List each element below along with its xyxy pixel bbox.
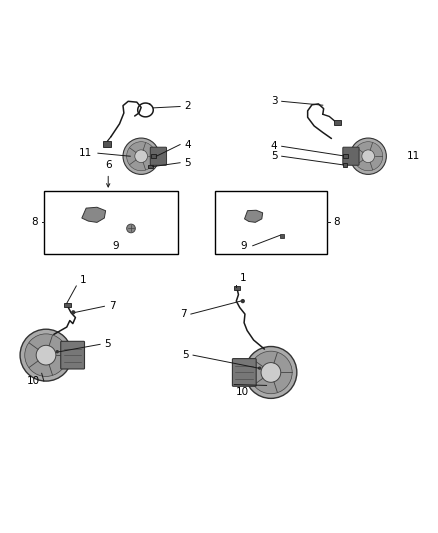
Text: 5: 5 [104,340,111,349]
Circle shape [25,334,67,376]
Circle shape [20,329,72,381]
Text: 9: 9 [240,241,247,251]
Text: 5: 5 [271,151,277,161]
Circle shape [127,142,155,171]
FancyBboxPatch shape [150,147,166,165]
FancyBboxPatch shape [61,341,85,369]
Bar [280,235,284,238]
Text: 7: 7 [180,309,187,319]
Text: 8: 8 [334,217,340,227]
Text: 11: 11 [407,151,420,161]
Circle shape [250,351,292,394]
Bar [343,163,347,167]
Bar [215,191,327,254]
Bar [103,141,111,147]
Circle shape [245,346,297,398]
Bar [44,191,178,254]
Circle shape [56,350,59,353]
Circle shape [350,138,386,174]
Polygon shape [244,210,263,222]
Circle shape [353,142,383,171]
Circle shape [127,224,135,233]
Bar [148,165,153,168]
Circle shape [36,345,56,365]
Text: 10: 10 [26,376,39,386]
Text: 1: 1 [240,273,247,284]
Bar [234,286,240,290]
FancyBboxPatch shape [343,147,359,165]
Circle shape [135,150,148,163]
Text: 6: 6 [105,160,112,170]
Polygon shape [82,207,106,222]
Bar [334,120,340,125]
Text: 5: 5 [182,350,189,360]
Text: 10: 10 [236,387,249,397]
Text: 8: 8 [32,217,38,227]
Text: 5: 5 [184,158,191,168]
Text: 4: 4 [184,140,191,150]
Circle shape [123,138,159,174]
Text: 7: 7 [109,301,115,311]
Circle shape [240,299,245,303]
Bar [343,154,348,158]
Circle shape [258,366,261,370]
Text: 4: 4 [271,141,277,151]
Circle shape [261,362,281,382]
FancyBboxPatch shape [233,359,256,386]
Text: 9: 9 [113,241,120,251]
Circle shape [71,310,75,314]
Text: 2: 2 [184,101,191,111]
Bar [151,154,156,158]
Circle shape [362,150,374,163]
Text: 3: 3 [271,96,277,106]
Text: 11: 11 [79,148,92,158]
Bar [64,303,71,307]
Text: 1: 1 [80,274,86,285]
